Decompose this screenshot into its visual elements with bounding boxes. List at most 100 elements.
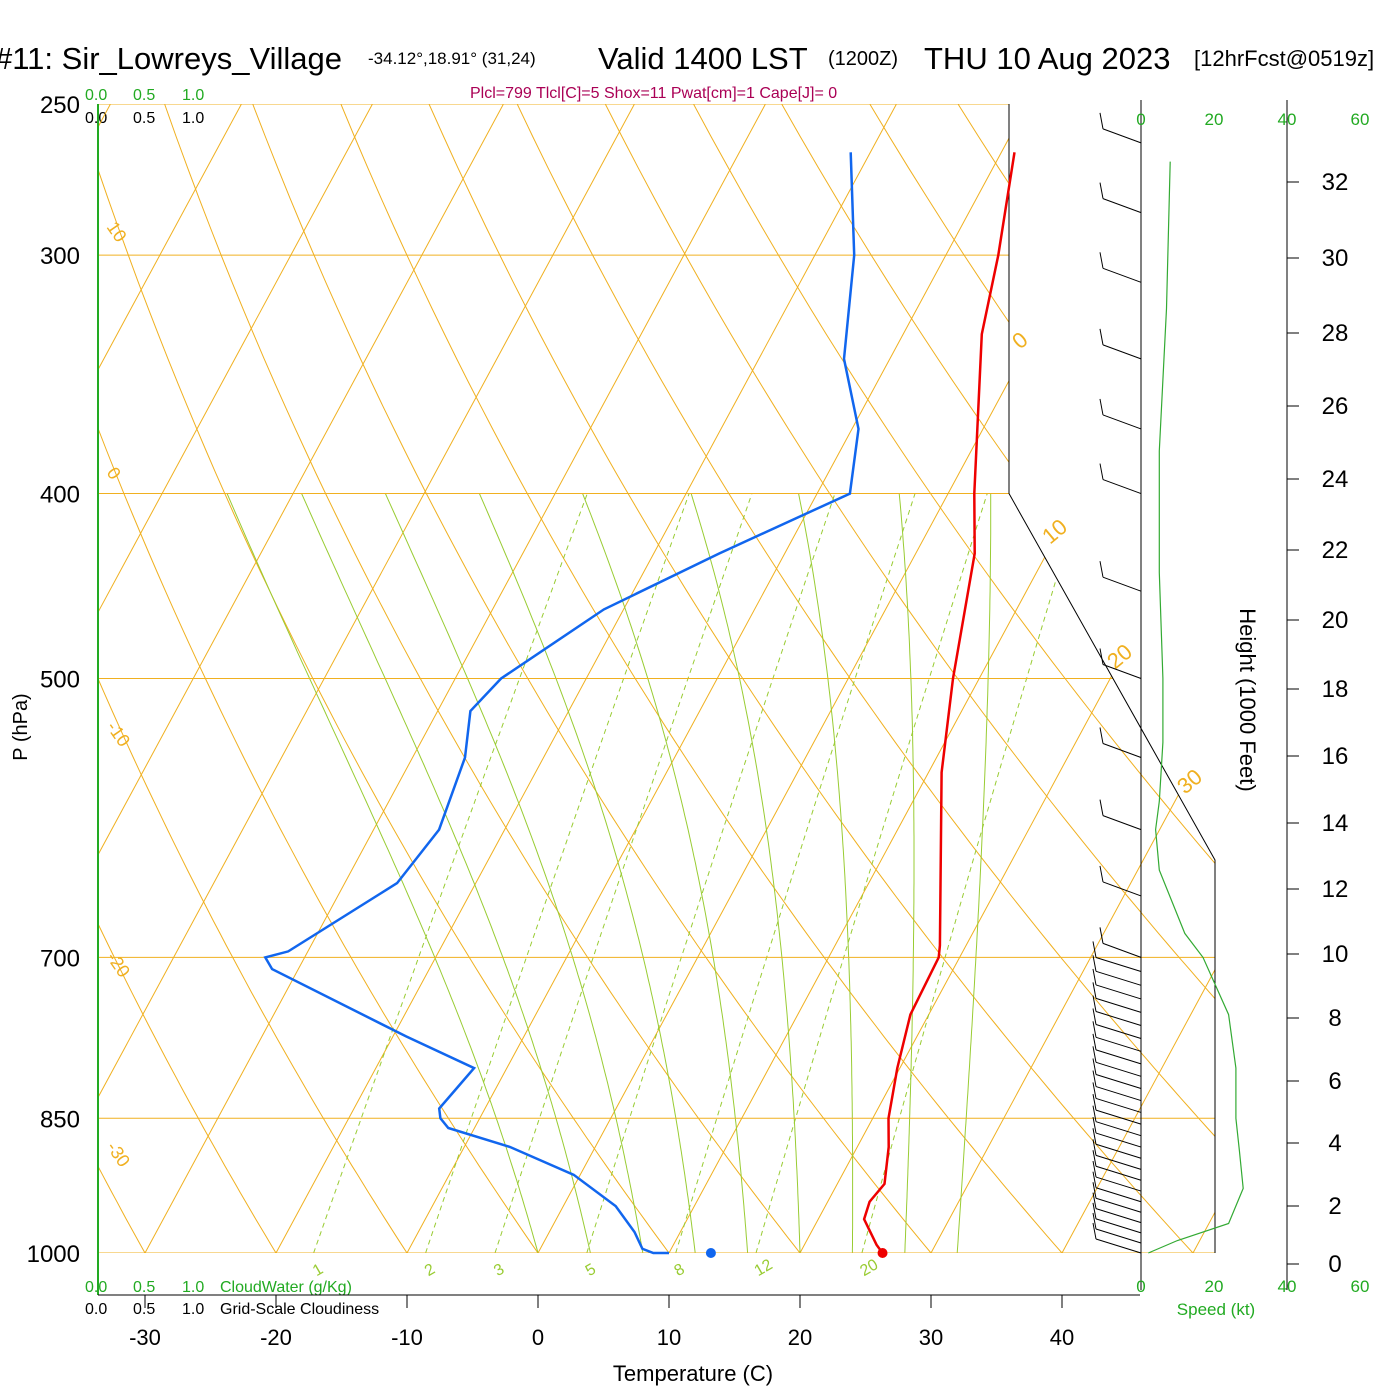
wind-barb [1095,1011,1142,1027]
wind-barb [1095,1228,1142,1244]
pressure-label: 1000 [27,1241,80,1268]
height-tick-label: 28 [1322,320,1349,347]
cloud-water-tick: 1.0 [182,87,204,104]
wind-barb [1095,1132,1142,1148]
height-tick-label: 24 [1322,466,1349,493]
x-tick-label: 30 [919,1325,943,1350]
wind-barb [1095,1049,1142,1065]
cloudiness-tick: 0.5 [133,1301,155,1318]
wind-barb [1095,1187,1142,1203]
isotherm-label: 0 [103,463,125,483]
wind-barb-flag [1092,982,1097,999]
wind-barb [1095,1238,1142,1254]
wind-barb [1095,997,1142,1013]
cloudiness-tick: 0.0 [85,1301,107,1318]
moist-adiabat-line [690,493,801,1253]
height-tick-label: 32 [1322,169,1349,196]
height-tick-label: 20 [1322,607,1349,634]
height-tick-label: 22 [1322,537,1349,564]
wind-barb-flag [1092,1160,1097,1178]
wind-barb-flag [1099,799,1104,816]
height-tick-label: 10 [1322,941,1349,968]
wind-barb [1095,1024,1142,1040]
pressure-label: 300 [40,243,80,270]
wind-barb [1102,267,1142,283]
wind-barb [1095,1074,1142,1089]
dry-adiabat-line [693,104,1215,1253]
cloud-water-scale-bottom: 0.0 0.5 1.0 CloudWater (g/Kg) [85,1279,352,1296]
wind-barb [1095,1109,1142,1125]
mixing-ratio-label: 8 [672,1261,688,1280]
wind-panel: 0020204040606002468101214161820222426283… [1092,100,1369,1296]
dry-adiabat-line [98,104,408,1253]
plot-boundary [1008,104,1216,1253]
wind-barb-flag [1099,463,1104,480]
cloud-water-tick: 0.5 [133,87,155,104]
speed-axis-title: Speed (kt) [1177,1300,1255,1319]
dewpoint-profile-line [263,152,860,1255]
isotherm-line [1061,104,1215,1253]
speed-tick-label: 20 [1205,110,1224,129]
wind-barb-flag [1092,1033,1097,1050]
wind-barb [1095,1086,1142,1102]
pressure-label: 250 [40,92,80,119]
height-tick-label: 8 [1328,1005,1341,1032]
wind-barb-flag [1092,995,1097,1012]
pressure-label: 850 [40,1106,80,1133]
speed-tick-label: 0 [1136,110,1145,129]
wind-barb [1102,198,1142,214]
x-tick-label: 0 [532,1325,544,1350]
x-tick-label: 40 [1050,1325,1074,1350]
valid-time: Valid 1400 LST [598,41,808,76]
mixing-ratio-label: 12 [752,1256,776,1280]
temperature-profile-line [862,152,1016,1254]
mixing-ratio-line [425,493,690,1253]
height-tick-label: 18 [1322,676,1349,703]
isotherm-line [930,104,1215,1253]
surface-dewpoint-marker [705,1248,716,1258]
plot-frame [97,104,1216,1296]
moist-adiabat-line [384,493,644,1253]
wind-speed-line [1148,161,1244,1254]
wind-barb-flag [1092,968,1097,986]
dry-adiabat-line [1133,104,1215,1253]
wind-barb-flag [1092,1128,1097,1145]
wind-barb [1102,344,1142,360]
isotherm-label: 0 [1007,327,1032,354]
wind-barb-flag [1099,927,1104,944]
wind-barb-flag [1092,955,1097,972]
isotherm-label: -30 [103,1138,134,1171]
wind-barb [1102,576,1142,592]
mixing-ratio-line [861,493,1083,1253]
wind-barb [1095,1143,1142,1159]
valid-date: THU 10 Aug 2023 [924,41,1170,76]
height-tick-label: 12 [1322,876,1349,903]
cloud-water-tick: 0.0 [85,87,107,104]
utc-time: (1200Z) [828,48,898,70]
speed-tick-label: 0 [1136,1277,1145,1296]
stability-indices: Plcl=799 Tlcl[C]=5 Shox=11 Pwat[cm]=1 Ca… [470,85,837,102]
wind-barb-flag [1099,865,1104,883]
wind-barb-flag [1099,328,1104,345]
mixing-ratio-label: 1 [310,1261,326,1280]
dry-adiabat-line [164,104,801,1253]
wind-barb-flag [1092,941,1097,958]
pressure-label: 500 [40,667,80,694]
x-tick-label: 20 [788,1325,812,1350]
mixing-ratio-label: 5 [583,1261,599,1280]
wind-barb [1102,881,1142,897]
wind-barb [1102,743,1142,758]
wind-barb-flag [1092,1171,1097,1188]
height-tick-label: 30 [1322,245,1349,272]
cloud-water-tick: 0.5 [133,1279,155,1296]
wind-barb-flag [1092,1202,1097,1219]
mixing-ratio-label: 2 [422,1261,438,1280]
wind-barb-flag [1092,1082,1097,1099]
isotherm-line [98,104,373,1253]
cloud-water-tick: 1.0 [182,1279,204,1296]
cloudiness-scale-bottom: 0.0 0.5 1.0 Grid-Scale Cloudiness [85,1301,379,1318]
dry-adiabat-line [252,104,932,1253]
isotherm-line [98,104,242,1253]
moist-adiabat-line [301,493,591,1253]
